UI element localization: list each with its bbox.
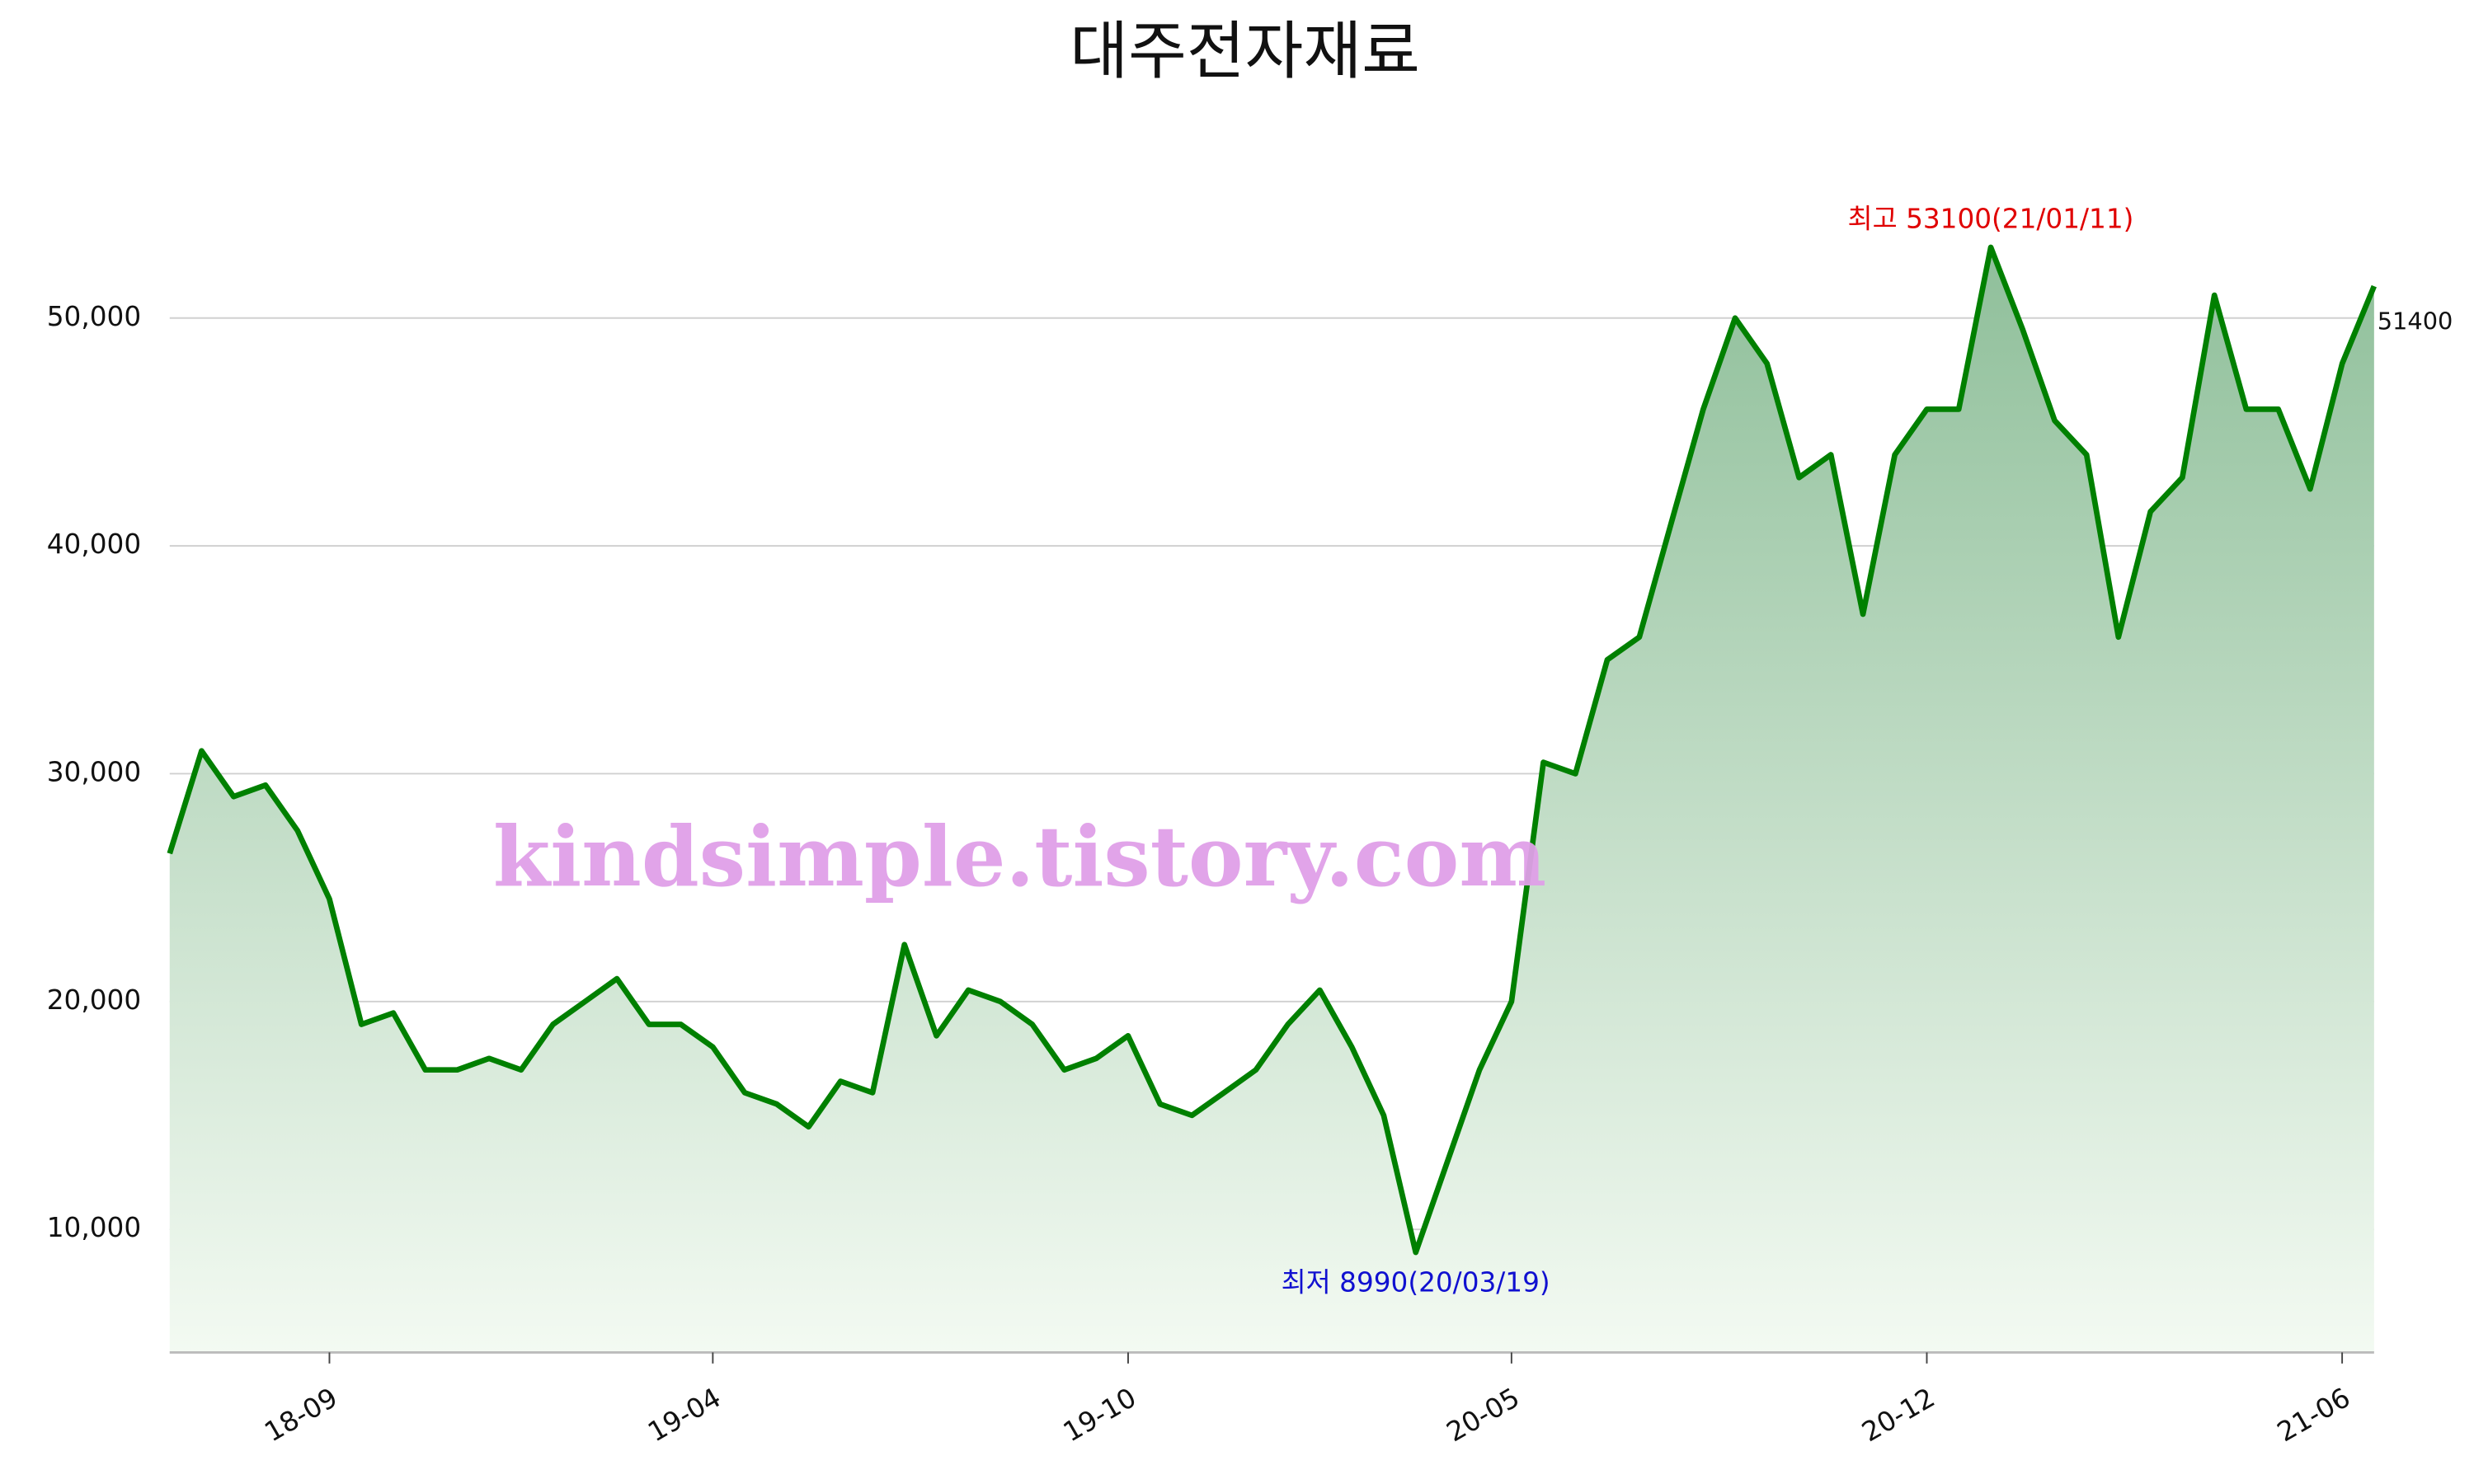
- x-tick-label: 19-04: [642, 1382, 726, 1448]
- y-tick-label: 50,000: [47, 301, 141, 332]
- x-tick-label: 20-12: [1856, 1382, 1940, 1448]
- min-annotation: 최저 8990(20/03/19): [1282, 1267, 1550, 1298]
- last-annotation: 51400: [2378, 307, 2453, 335]
- x-tick-label: 21-06: [2272, 1382, 2355, 1448]
- y-tick-label: 40,000: [47, 528, 141, 560]
- x-tick-label: 18-09: [259, 1382, 342, 1448]
- y-tick-label: 30,000: [47, 756, 141, 787]
- chart-title: 대주전자재료: [1070, 15, 1420, 88]
- max-annotation: 최고 53100(21/01/11): [1848, 203, 2134, 234]
- y-tick-label: 20,000: [47, 984, 141, 1016]
- line: [167, 244, 2377, 1256]
- x-tick-label: 20-05: [1442, 1382, 1525, 1448]
- area: [169, 247, 2374, 1353]
- x-tick-label: 19-10: [1058, 1382, 1141, 1448]
- y-tick-label: 10,000: [47, 1212, 141, 1243]
- watermark: kindsimple.tistory.com: [493, 808, 1546, 905]
